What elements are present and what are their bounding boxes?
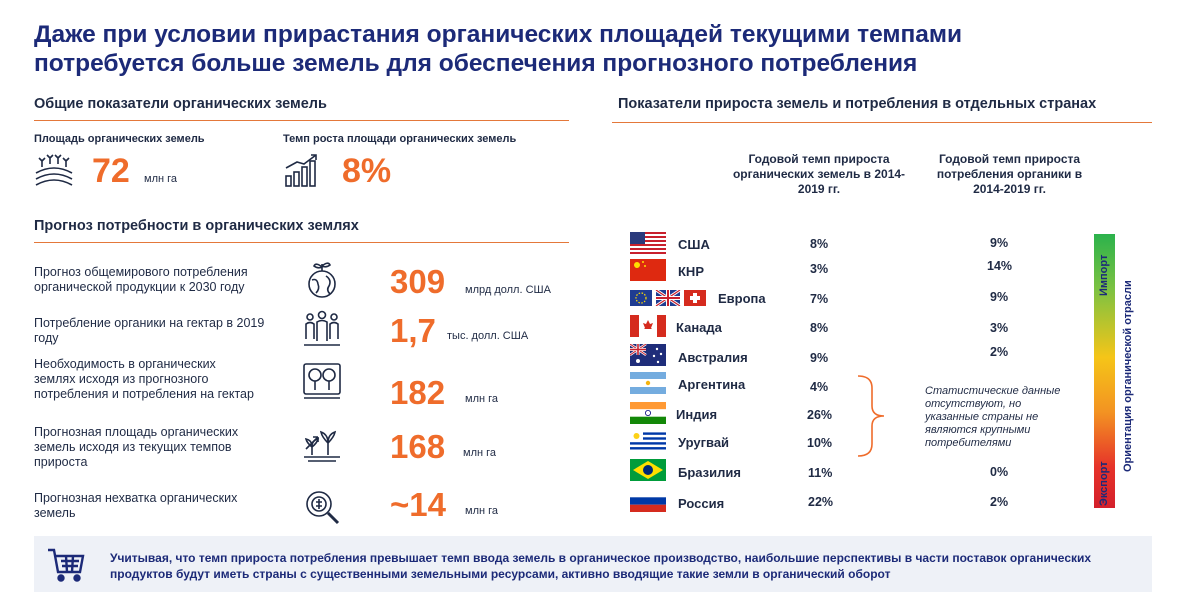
- field-icon: [34, 153, 74, 187]
- title-line-1: Даже при условии прирастания органически…: [34, 21, 963, 48]
- forecast-heading: Прогноз потребности в органических земля…: [34, 218, 359, 234]
- forecast-row-unit: млрд долл. США: [465, 284, 551, 296]
- scale-bottom-label: Экспорт: [1098, 461, 1110, 506]
- growth-label: Темп роста площади органических земель: [283, 133, 517, 145]
- footer-banner: [34, 536, 1152, 592]
- consumption-growth-value: 9%: [990, 236, 1009, 250]
- column-header-land: Годовой темп прироста органических земел…: [732, 152, 906, 196]
- area-value: 72: [92, 152, 130, 190]
- land-growth-value: 8%: [810, 237, 829, 251]
- land-growth-value: 9%: [810, 351, 829, 365]
- footer-text: Учитывая, что темп прироста потребления …: [110, 551, 1092, 581]
- country-name: Уругвай: [678, 435, 730, 450]
- land-growth-value: 11%: [808, 466, 833, 480]
- flag-russia-icon: [630, 490, 666, 512]
- country-name: КНР: [678, 264, 704, 279]
- orientation-scale-bar: [1094, 234, 1115, 508]
- country-name: Канада: [676, 320, 722, 335]
- title-line-2: потребуется больше земель для обеспечени…: [34, 50, 918, 77]
- area-unit: млн га: [144, 173, 177, 185]
- forecast-row-value: 168: [390, 428, 446, 465]
- land-growth-value: 4%: [810, 380, 829, 394]
- growth-chart-icon: [283, 152, 319, 188]
- people-icon: [302, 309, 342, 349]
- flag-brazil-icon: [630, 459, 666, 481]
- country-name: Аргентина: [678, 377, 746, 392]
- flag-usa-icon: [630, 232, 666, 254]
- forecast-row-label: Прогнозная площадь органических земель и…: [34, 425, 239, 469]
- flag-canada-icon: [630, 315, 666, 337]
- country-name: Бразилия: [678, 465, 741, 480]
- shopping-cart-icon: [46, 544, 86, 584]
- forecast-row-label: Прогноз общемирового потребления органич…: [34, 265, 248, 294]
- brace-icon: [856, 374, 892, 458]
- trees-icon: [302, 362, 342, 402]
- flag-australia-icon: [630, 344, 666, 366]
- land-growth-value: 22%: [808, 495, 834, 509]
- countries-divider: [612, 122, 1152, 123]
- general-heading: Общие показатели органических земель: [34, 96, 327, 112]
- country-name: Европа: [718, 291, 766, 306]
- country-name: Россия: [678, 496, 725, 511]
- country-name: США: [678, 237, 710, 252]
- scale-top-label: Импорт: [1098, 254, 1110, 296]
- forecast-row-value: 1,7: [390, 312, 436, 349]
- forecast-row-unit: тыс. долл. США: [447, 330, 529, 342]
- forecast-row-label: Потребление органики на гектар в 2019 го…: [34, 316, 265, 345]
- consumption-growth-value: 14%: [987, 259, 1013, 273]
- growth-value: 8%: [342, 152, 392, 190]
- forecast-row-unit: млн га: [463, 447, 496, 459]
- consumption-growth-value: 2%: [990, 495, 1009, 509]
- forecast-row-label: Прогнозная нехватка органических земель: [34, 491, 238, 520]
- flags-europe-icon: [630, 288, 706, 308]
- forecast-row-value: 182: [390, 374, 446, 411]
- flag-argentina-icon: [630, 372, 666, 394]
- land-growth-value: 7%: [810, 292, 829, 306]
- forecast-row-unit: млн га: [465, 393, 498, 405]
- forecast-row-value: 309: [390, 263, 446, 300]
- flag-india-icon: [630, 402, 666, 424]
- countries-heading: Показатели прироста земель и потребления…: [618, 96, 1097, 112]
- page-title: Даже при условии прирастания органически…: [34, 20, 1154, 78]
- magnifier-icon: [302, 487, 342, 527]
- forecast-divider: [34, 242, 569, 243]
- consumption-growth-value: 3%: [990, 321, 1009, 335]
- forecast-row-label: Необходимость в органических землях исхо…: [34, 357, 254, 401]
- consumption-growth-value: 0%: [990, 465, 1009, 479]
- area-label: Площадь органических земель: [34, 133, 205, 145]
- sprout-growth-icon: [302, 425, 342, 465]
- land-growth-value: 26%: [807, 408, 833, 422]
- country-name: Индия: [676, 407, 718, 422]
- forecast-row-value: ~14: [390, 486, 446, 523]
- consumption-growth-value: 9%: [990, 290, 1009, 304]
- land-growth-value: 8%: [810, 321, 829, 335]
- country-name: Австралия: [678, 350, 748, 365]
- land-growth-value: 3%: [810, 262, 829, 276]
- forecast-row-unit: млн га: [465, 505, 498, 517]
- flag-uruguay-icon: [630, 430, 666, 452]
- flag-china-icon: [630, 259, 666, 281]
- globe-plant-icon: [302, 260, 342, 300]
- general-divider: [34, 120, 569, 121]
- consumption-growth-value: 2%: [990, 345, 1009, 359]
- land-growth-value: 10%: [807, 436, 833, 450]
- column-header-consumption: Годовой темп прироста потребления органи…: [936, 152, 1083, 196]
- no-data-note: Статистические данные отсутствуют, но ук…: [925, 385, 1061, 449]
- scale-title: Ориентация органической отрасли: [1122, 280, 1134, 472]
